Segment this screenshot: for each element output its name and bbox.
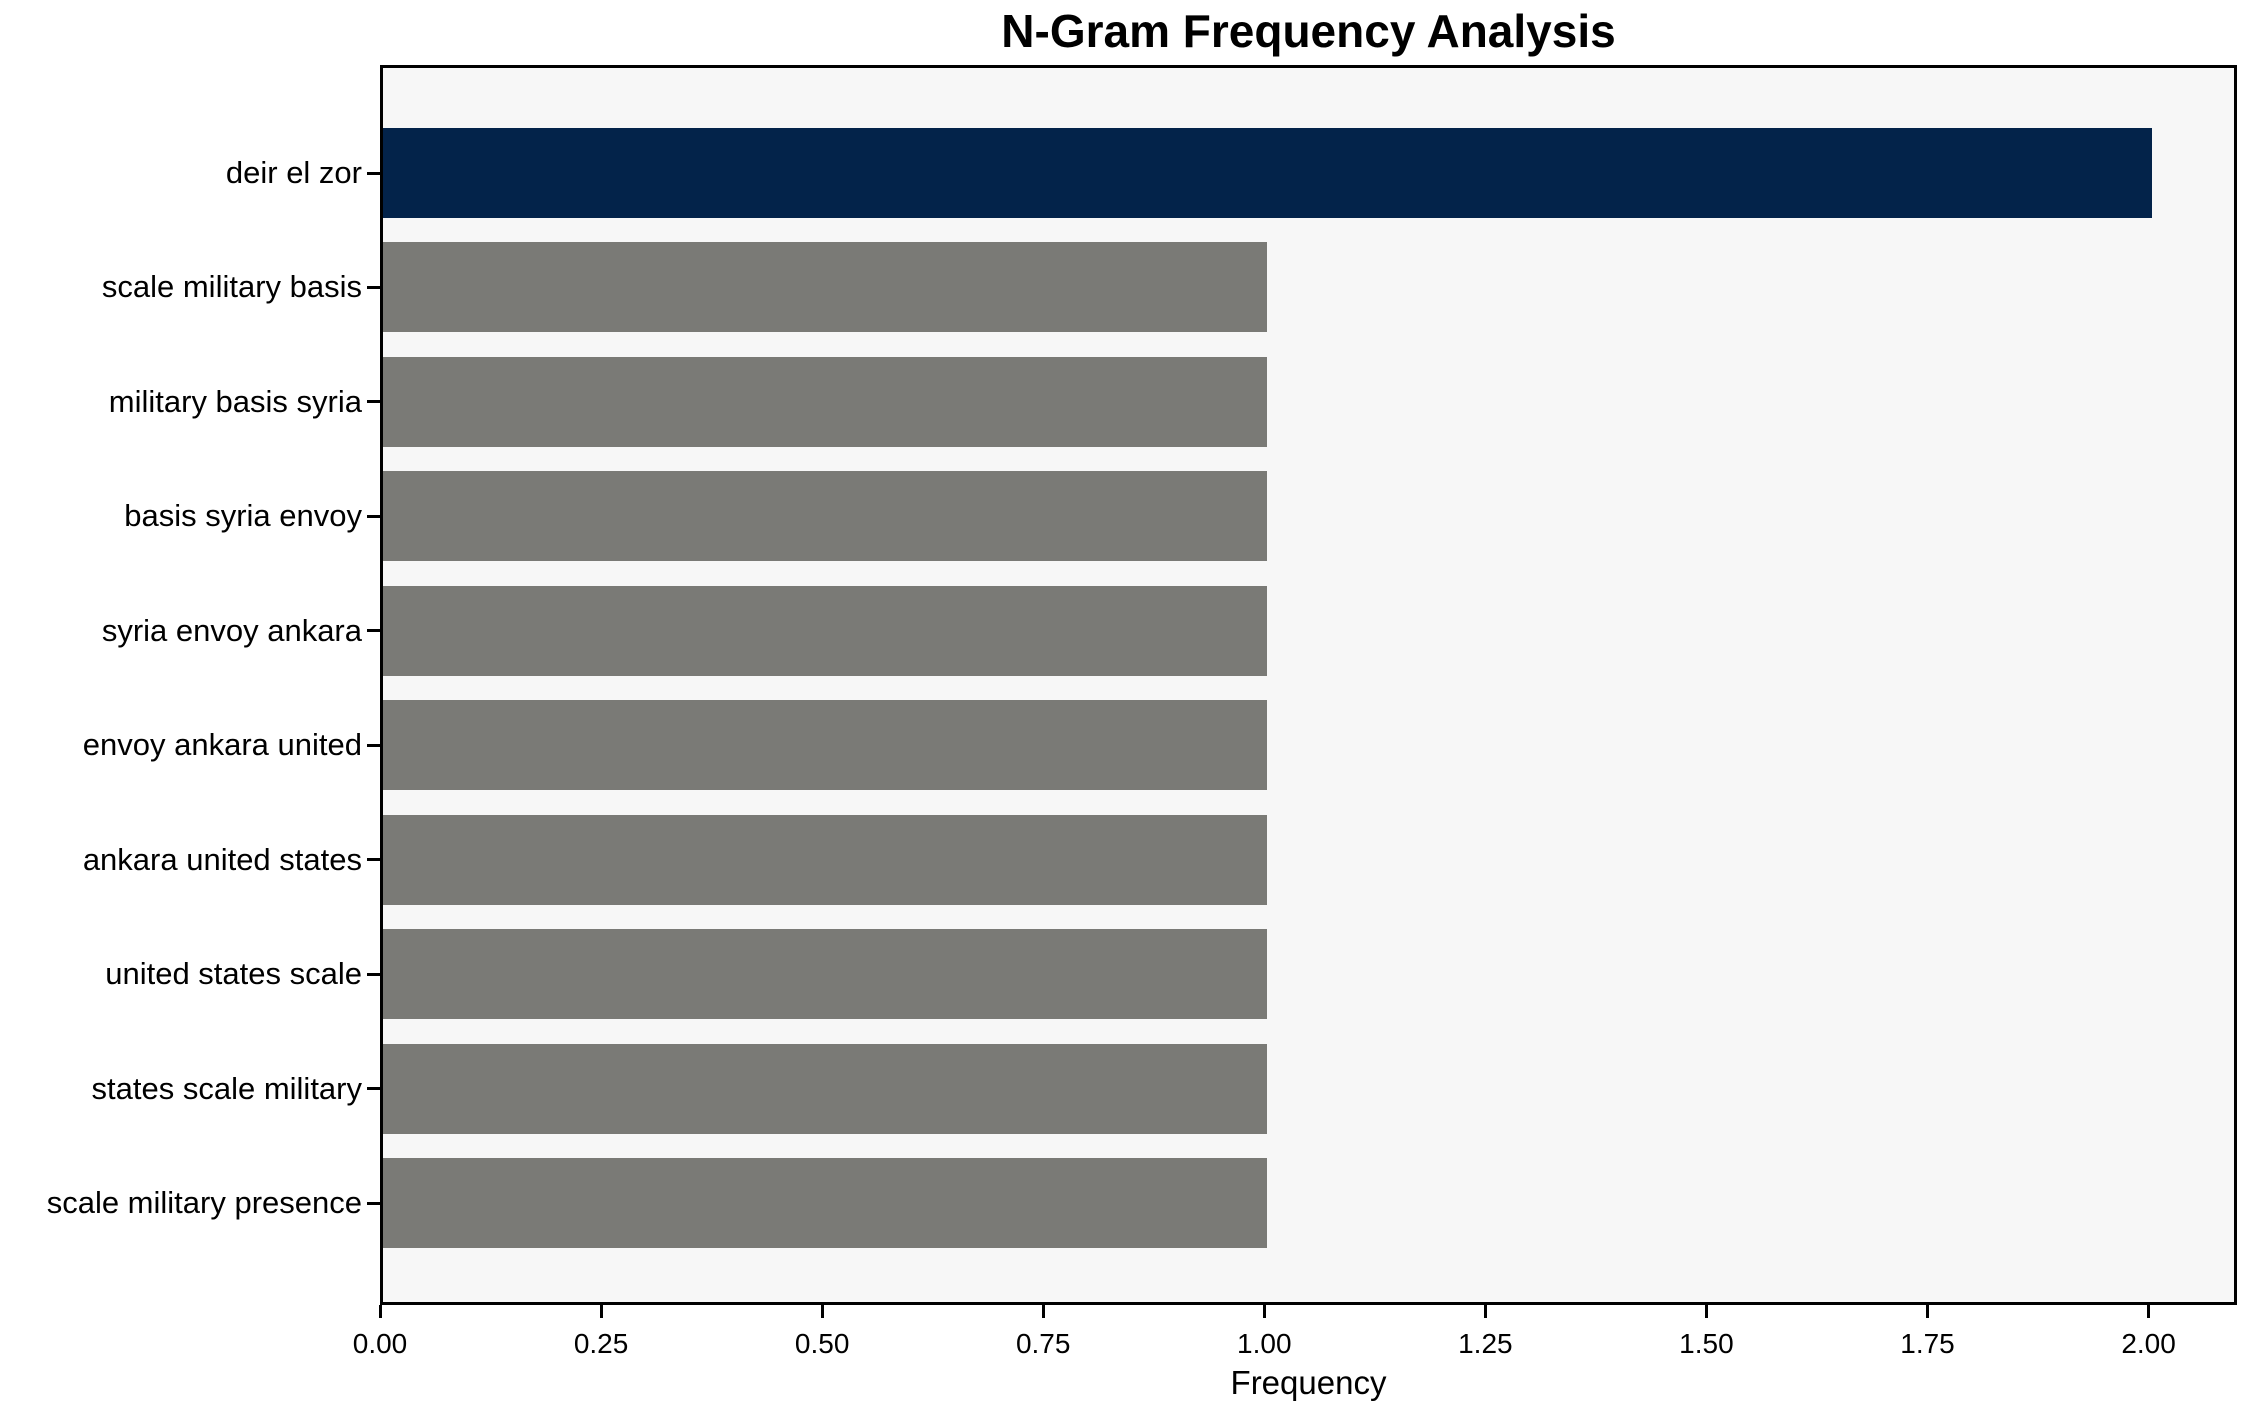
chart-title: N-Gram Frequency Analysis	[1001, 5, 1616, 57]
y-tick-label: military basis syria	[108, 383, 362, 419]
bar-9	[383, 1158, 1268, 1249]
bar-6	[383, 814, 1268, 905]
x-tick-mark	[1926, 1305, 1929, 1318]
x-tick-label: 0.25	[573, 1328, 629, 1359]
plot-area	[380, 65, 2237, 1305]
y-tick-mark	[367, 285, 380, 289]
y-tick-label: ankara united states	[82, 841, 362, 877]
x-tick-label: 0.00	[352, 1328, 408, 1359]
y-tick-mark	[367, 1201, 380, 1205]
x-tick-mark	[820, 1305, 824, 1318]
bar-2	[383, 356, 1268, 447]
y-tick-label: united states scale	[105, 956, 362, 992]
y-tick-mark	[367, 1087, 380, 1091]
x-tick-mark	[599, 1305, 603, 1318]
y-tick-label: basis syria envoy	[124, 498, 362, 534]
x-tick-label: 1.25	[1458, 1328, 1513, 1359]
y-tick-label: deir el zor	[225, 155, 362, 190]
bar-5	[383, 700, 1268, 791]
x-tick-label: 1.50	[1679, 1328, 1734, 1359]
y-tick-label: scale military basis	[101, 269, 362, 305]
bar-4	[383, 585, 1268, 676]
x-tick-mark	[1041, 1305, 1045, 1318]
y-tick-mark	[367, 400, 380, 404]
y-tick-label: envoy ankara united	[82, 727, 362, 763]
bar-0	[383, 128, 2152, 218]
bar-7	[383, 929, 1268, 1020]
y-tick-mark	[367, 171, 380, 175]
x-tick-mark	[1262, 1305, 1266, 1318]
x-tick-mark	[2147, 1305, 2151, 1318]
bar-8	[383, 1043, 1268, 1134]
x-tick-mark	[378, 1305, 382, 1318]
bar-3	[383, 471, 1268, 562]
y-tick-label: scale military presence	[46, 1185, 362, 1221]
x-axis-title: Frequency	[1230, 1364, 1387, 1401]
y-tick-label: syria envoy ankara	[101, 612, 362, 648]
y-tick-mark	[367, 972, 380, 976]
y-tick-mark	[367, 514, 380, 518]
bar-1	[383, 242, 1268, 333]
x-tick-mark	[1483, 1305, 1487, 1318]
x-tick-label: 0.50	[794, 1328, 850, 1359]
x-tick-label: 0.75	[1015, 1328, 1071, 1359]
y-tick-mark	[367, 858, 380, 862]
y-tick-mark	[367, 743, 380, 747]
x-tick-mark	[1704, 1305, 1708, 1318]
y-tick-mark	[367, 629, 380, 633]
x-tick-label: 1.00	[1237, 1328, 1292, 1359]
x-tick-label: 1.75	[1900, 1328, 1955, 1359]
y-tick-label: states scale military	[91, 1070, 362, 1106]
x-tick-label: 2.00	[2121, 1328, 2176, 1359]
